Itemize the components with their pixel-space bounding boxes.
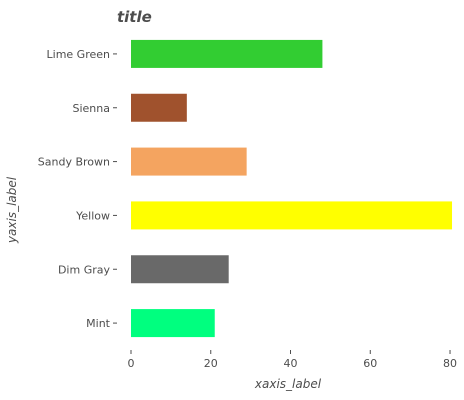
bar-dim-gray [131,255,229,284]
bar-lime-green [131,39,323,68]
x-axis: 0 20 40 60 80 [128,350,457,370]
x-tick-label-60: 60 [363,357,377,370]
bar-sienna [131,93,187,122]
y-tick-label-mint: Mint [86,317,111,330]
y-tick-label-sienna: Sienna [73,102,111,115]
y-tick-label-yellow: Yellow [75,209,110,222]
x-tick-label-20: 20 [204,357,218,370]
y-tick-label-lime-green: Lime Green [47,48,111,61]
y-tick-label-dim-gray: Dim Gray [58,263,111,276]
x-tick-label-0: 0 [128,357,135,370]
bars-group [131,39,453,338]
bar-yellow [131,201,453,230]
y-tick-label-sandy-brown: Sandy Brown [38,156,110,169]
chart-title: title [117,8,152,26]
x-tick-label-80: 80 [443,357,457,370]
bar-mint [131,309,215,338]
x-axis-title: xaxis_label [254,377,322,391]
bar-sandy-brown [131,147,247,176]
y-axis: Mint Dim Gray Yellow Sandy Brown Sienna Lime … [38,48,117,330]
y-axis-title: yaxis_label [5,176,19,244]
x-tick-label-40: 40 [284,357,298,370]
